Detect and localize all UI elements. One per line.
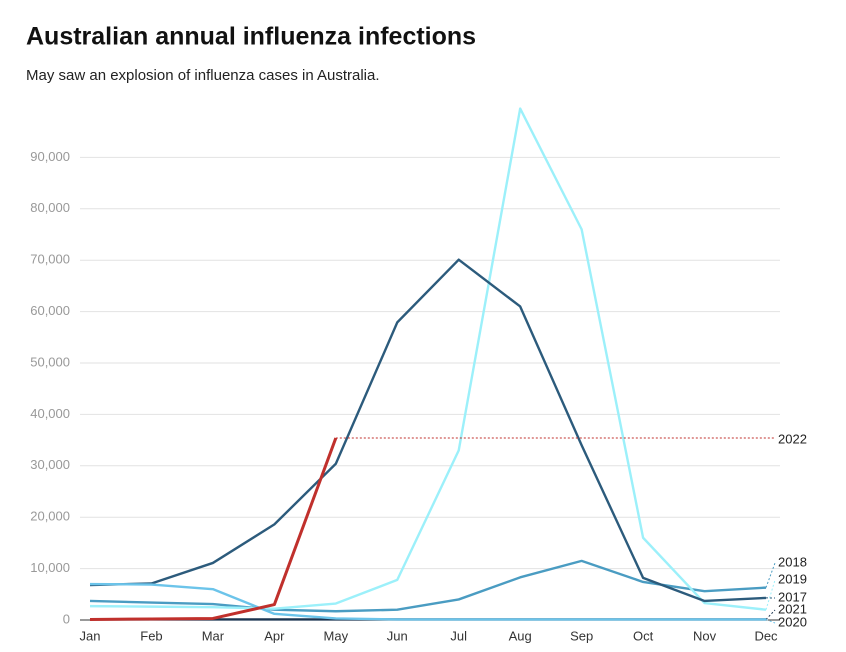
x-tick-label: Dec	[754, 628, 778, 643]
y-tick-label: 90,000	[30, 149, 70, 164]
x-tick-label: Oct	[633, 628, 654, 643]
series-label: 2019	[778, 571, 807, 586]
y-tick-label: 30,000	[30, 457, 70, 472]
y-tick-label: 80,000	[30, 200, 70, 215]
series-line	[89, 582, 766, 621]
series-line	[89, 258, 767, 603]
leader-line	[765, 562, 776, 588]
x-tick-label: Aug	[509, 628, 532, 643]
y-tick-label: 70,000	[30, 252, 70, 267]
series-line	[89, 437, 338, 621]
leader-line	[765, 609, 776, 620]
series-label: 2017	[778, 589, 807, 604]
series-line	[89, 107, 767, 611]
leader-line	[765, 619, 776, 624]
y-tick-label: 0	[63, 611, 70, 626]
series-line	[89, 559, 767, 613]
series-label: 2018	[778, 554, 807, 569]
series-label: 2021	[778, 601, 807, 616]
x-tick-label: Sep	[570, 628, 593, 643]
x-tick-label: Apr	[264, 628, 285, 643]
chart-subtitle: May saw an explosion of influenza cases …	[26, 67, 380, 84]
x-tick-label: Feb	[140, 628, 162, 643]
x-tick-label: Jun	[387, 628, 408, 643]
series-label: 2020	[778, 614, 807, 629]
leader-line	[765, 579, 776, 610]
chart-title: Australian annual influenza infections	[26, 23, 476, 51]
x-tick-label: Mar	[202, 628, 225, 643]
series-label: 2022	[778, 431, 807, 446]
x-tick-label: Nov	[693, 628, 717, 643]
y-tick-label: 50,000	[30, 354, 70, 369]
x-tick-label: Jan	[80, 628, 101, 643]
x-tick-label: May	[324, 628, 349, 643]
y-tick-label: 10,000	[30, 560, 70, 575]
y-tick-label: 40,000	[30, 406, 70, 421]
y-tick-label: 20,000	[30, 509, 70, 524]
x-tick-label: Jul	[450, 628, 467, 643]
y-tick-label: 60,000	[30, 303, 70, 318]
